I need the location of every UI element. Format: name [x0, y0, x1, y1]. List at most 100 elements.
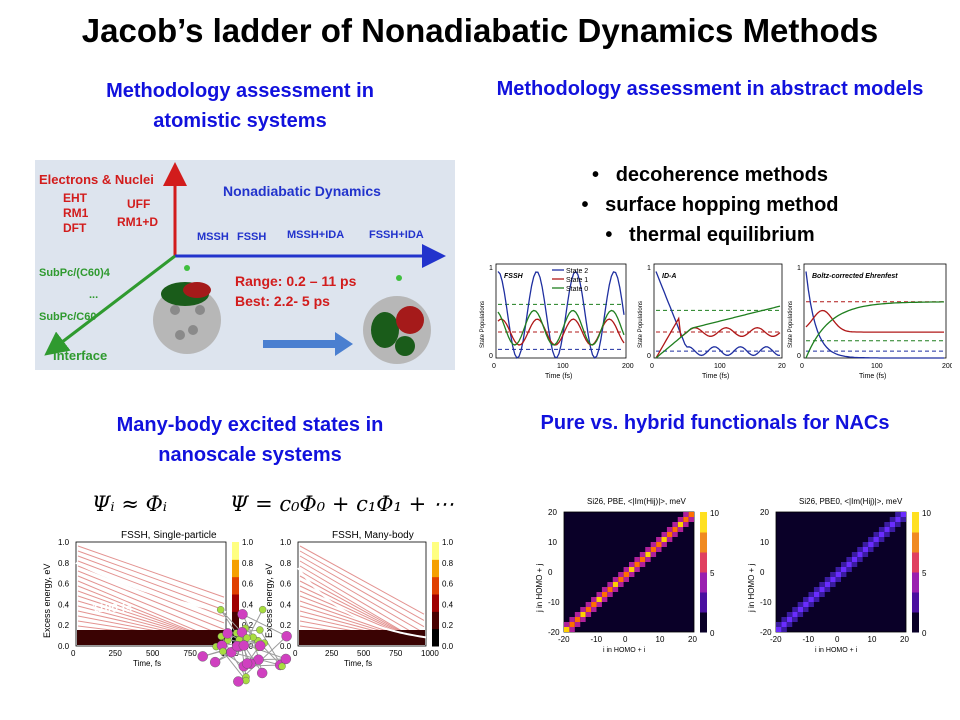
x-tick: 100 — [714, 363, 726, 370]
cd-atom — [222, 628, 233, 639]
panel-title: ID-A — [662, 273, 676, 280]
diagonal-cell — [596, 597, 602, 602]
y-tick: 0 — [647, 353, 651, 360]
colorbar-segment — [700, 512, 707, 533]
offdiagonal-cell — [830, 582, 836, 587]
offdiagonal-cell — [878, 537, 885, 542]
x-tick: -20 — [770, 635, 782, 644]
offdiagonal-cell — [808, 592, 814, 597]
diagonal-cell — [851, 557, 858, 562]
offdiagonal-cell — [808, 602, 814, 607]
x-tick: 200 — [942, 363, 952, 370]
y-tick: 20 — [760, 508, 769, 517]
offdiagonal-cell — [868, 537, 874, 542]
colorbar-tick: 0.2 — [442, 621, 454, 630]
offdiagonal-cell — [688, 517, 694, 522]
x-tick: 10 — [656, 635, 665, 644]
y-tick: 1 — [489, 265, 493, 272]
bullet-text: surface hopping method — [605, 194, 839, 216]
offdiagonal-cell — [824, 587, 831, 592]
diagonal-cell — [895, 517, 901, 522]
offdiagonal-cell — [656, 537, 662, 542]
offdiagonal-cell — [797, 612, 804, 617]
offdiagonal-cell — [569, 617, 575, 622]
x-tick: 750 — [389, 649, 403, 658]
equation-many-body: Ψ = c₀Φ₀ + c₁Φ₁ + ⋯ — [230, 492, 454, 516]
energy-streak — [299, 560, 425, 634]
colorbar-tick: 0.6 — [242, 580, 254, 589]
dynamics-label: MSSH+IDA — [287, 229, 344, 241]
energy-streak — [299, 545, 425, 615]
y-tick: 0.0 — [280, 642, 292, 651]
diagonal-cell — [672, 527, 678, 532]
plot-frame — [803, 263, 947, 359]
offdiagonal-cell — [661, 542, 667, 547]
y-axis-label: State Populations — [638, 301, 644, 348]
diagonal-cell — [835, 572, 841, 577]
colorbar-segment — [232, 594, 239, 612]
bullet-list: • decoherence methods • surface hopping … — [520, 160, 900, 250]
diagonal-cell — [862, 547, 869, 552]
method-label: EHT — [63, 191, 88, 205]
dynamics-axis-label: Nonadiabatic Dynamics — [223, 183, 381, 199]
colorbar-segment — [700, 552, 707, 573]
legend-label: State 1 — [566, 277, 588, 284]
y-tick: 1 — [647, 265, 651, 272]
colorbar-segment — [912, 592, 919, 613]
y-tick: 0.8 — [58, 559, 70, 568]
diagonal-cell — [900, 512, 906, 517]
energy-streak — [77, 550, 225, 605]
panel-title: FSSH — [504, 273, 524, 280]
offdiagonal-cell — [650, 552, 657, 557]
cd-atom — [233, 676, 244, 687]
offdiagonal-cell — [776, 622, 782, 627]
diagonal-cell — [623, 572, 629, 577]
diagonal-cell — [688, 512, 694, 517]
page-title: Jacob’s ladder of Nonadiabatic Dynamics … — [81, 12, 879, 49]
average-energy-curve — [75, 561, 227, 614]
y-tick: 0 — [797, 353, 801, 360]
y-tick: 0.6 — [58, 580, 70, 589]
diagonal-cell — [803, 602, 809, 607]
x-tick: 100 — [871, 363, 883, 370]
diagonal-cell — [629, 567, 635, 572]
interface-label: SubPc/(C60)4 — [39, 267, 111, 279]
offdiagonal-cell — [841, 572, 847, 577]
bond — [214, 640, 259, 663]
diagonal-cell — [618, 577, 624, 582]
y-tick: 0.6 — [280, 580, 292, 589]
offdiagonal-cell — [873, 542, 879, 547]
state1-curve — [655, 316, 781, 359]
colorbar-segment — [912, 612, 919, 633]
bond — [222, 651, 247, 681]
molecule-left — [153, 265, 221, 354]
offdiagonal-cell — [786, 622, 793, 627]
x-tick: 0 — [492, 363, 496, 370]
offdiagonal-cell — [857, 547, 863, 552]
cd-atom — [236, 627, 248, 638]
offdiagonal-cell — [846, 557, 852, 562]
y-tick: -20 — [760, 628, 772, 637]
offdiagonal-cell — [819, 582, 825, 587]
colorbar-segment — [432, 611, 439, 630]
heatmap-title: Si26, PBE0, <|Im(Hij)|>, meV — [799, 497, 903, 506]
diagonal-cell — [612, 582, 619, 587]
offdiagonal-cell — [601, 587, 608, 592]
best-text: Best: 2.2- 5 ps — [235, 293, 330, 309]
diagonal-cell — [824, 582, 831, 587]
diagonal-cell — [889, 522, 896, 527]
colorbar-segment — [432, 628, 439, 647]
colorbar-tick: 10 — [710, 509, 719, 518]
x-tick: 20 — [688, 635, 697, 644]
offdiagonal-cell — [596, 602, 602, 607]
range-text: Range: 0.2 – 11 ps — [235, 273, 357, 289]
cd-atom — [238, 640, 250, 651]
bullet-item: • decoherence methods — [592, 164, 828, 186]
offdiagonal-cell — [574, 622, 581, 627]
nanocluster-svg — [197, 605, 292, 687]
colorbar-segment — [700, 532, 707, 553]
diagonal-cell — [873, 537, 879, 542]
section-title-atomistic: Methodology assessment in atomistic syst… — [106, 80, 374, 132]
y-tick: 0 — [548, 568, 553, 577]
offdiagonal-cell — [618, 582, 624, 587]
